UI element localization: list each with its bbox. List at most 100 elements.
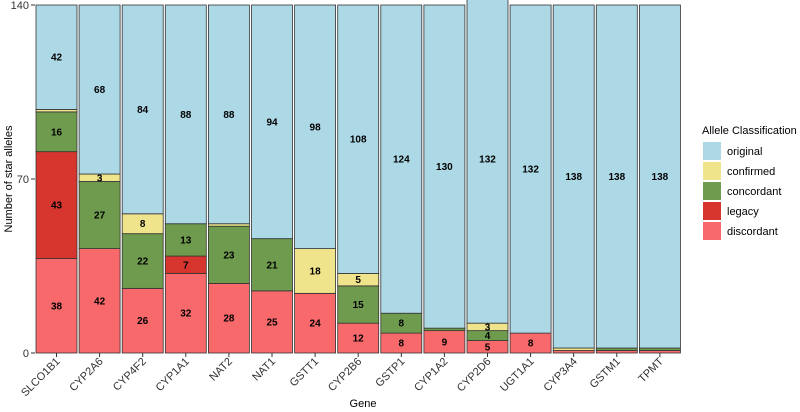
x-tick-label: CYP3A4: [541, 356, 579, 394]
data-label-original: 98: [310, 122, 322, 133]
data-label-original: 132: [522, 165, 539, 176]
x-tick-label: CYP2B6: [326, 356, 364, 394]
data-label-discordant: 5: [485, 342, 491, 353]
x-tick-label: SLCO1B1: [19, 356, 63, 400]
data-label-discordant: 24: [310, 319, 322, 330]
x-tick-label: CYP4F2: [111, 356, 149, 394]
x-axis-title: Gene: [350, 398, 377, 410]
bar-segment-concordant: [251, 238, 293, 292]
data-label-original: 138: [565, 172, 582, 183]
legend-swatch-legacy: [703, 202, 721, 220]
bar-segment-discordant: [121, 287, 164, 354]
bar-segment-discordant: [294, 292, 337, 354]
data-label-discordant: 26: [137, 316, 149, 327]
legend: Allele Classification original confirmed c…: [702, 125, 797, 240]
data-label-concordant: 13: [180, 235, 192, 246]
data-label-concordant: 15: [353, 300, 365, 311]
x-axis: SLCO1B1 CYP2A6 CYP4F2 CYP1A1 NAT2 NAT1 GSTT1 CY…: [19, 353, 666, 399]
data-label-confirmed: 3: [97, 173, 103, 184]
legend-label-legacy: legacy: [727, 206, 759, 218]
data-label-legacy: 43: [51, 201, 63, 212]
y-axis: 0 70 140: [11, 0, 35, 360]
x-tick-label: CYP2A6: [67, 356, 105, 394]
y-tick-label: 0: [23, 348, 29, 360]
data-label-original: 108: [350, 135, 367, 146]
data-label-concordant: 21: [266, 260, 278, 271]
bar-segment-original: [466, 0, 509, 324]
bar-segment-original: [595, 4, 638, 349]
legend-swatch-confirmed: [703, 162, 721, 180]
bar-segment-original: [121, 4, 164, 215]
legend-label-discordant: discordant: [727, 226, 778, 238]
bar-segment-confirmed: [294, 248, 337, 294]
data-label-confirmed: 8: [140, 219, 146, 230]
data-label-discordant: 12: [353, 334, 365, 345]
y-axis-title: Number of star alleles: [3, 125, 15, 232]
bar-segment-discordant: [35, 258, 78, 354]
data-label-original: 130: [436, 162, 453, 173]
legend-swatch-original: [703, 142, 721, 160]
data-label-concordant: 8: [399, 319, 405, 330]
data-label-concordant: 22: [137, 257, 149, 268]
data-label-original: 84: [137, 105, 149, 116]
data-label-concordant: 16: [51, 127, 63, 138]
data-label-confirmed: 5: [355, 275, 361, 286]
bar-segment-original: [35, 4, 78, 110]
data-label-confirmed: 18: [310, 266, 322, 277]
y-tick-label: 140: [11, 0, 29, 12]
bar-segment-discordant: [78, 248, 121, 354]
bar-segment-original: [207, 4, 250, 225]
bar-segment-original: [552, 4, 595, 349]
x-tick-label: GSTT1: [288, 356, 322, 390]
data-label-original: 88: [223, 110, 235, 121]
bar-segment-original: [423, 4, 466, 329]
data-label-concordant: 4: [485, 331, 491, 342]
bar-segment-concordant: [207, 225, 250, 284]
data-label-concordant: 27: [94, 211, 106, 222]
bar-segment-original: [251, 4, 293, 240]
bar-segment-discordant: [207, 282, 250, 354]
data-label-confirmed: 3: [485, 322, 491, 333]
bar-segment-concordant: [35, 111, 78, 153]
x-tick-label: GSTP1: [373, 356, 407, 390]
legend-title: Allele Classification: [702, 125, 797, 137]
data-label-original: 94: [266, 117, 278, 128]
legend-label-original: original: [727, 146, 762, 158]
data-label-discordant: 25: [266, 317, 278, 328]
bar-segment-discordant: [251, 290, 293, 354]
data-label-discordant: 32: [180, 309, 192, 320]
x-tick-label: UGT1A1: [498, 356, 537, 395]
data-label-discordant: 28: [223, 314, 235, 325]
data-label-original: 42: [51, 53, 63, 64]
data-label-discordant: 9: [442, 337, 448, 348]
data-label-concordant: 23: [223, 250, 235, 261]
x-tick-label: NAT1: [250, 356, 278, 384]
x-tick-label: GSTM1: [588, 356, 623, 391]
bar-segment-concordant: [121, 233, 164, 289]
data-label-original: 138: [652, 172, 669, 183]
x-tick-label: TPMT: [636, 355, 666, 385]
x-tick-label: CYP1A1: [154, 356, 192, 394]
x-tick-label: CYP1A2: [412, 356, 450, 394]
bars: [35, 0, 681, 354]
data-label-original: 88: [180, 110, 192, 121]
bar-segment-original: [78, 4, 121, 175]
data-label-discordant: 42: [94, 296, 106, 307]
data-label-discordant: 38: [51, 301, 63, 312]
data-label-original: 138: [608, 172, 625, 183]
bar-segment-original: [509, 4, 552, 334]
segment-labels: 3843164242273682622884327138828238825219…: [51, 53, 669, 354]
bar-segment-concordant: [78, 181, 121, 250]
x-tick-label: NAT2: [207, 356, 235, 384]
bar-segment-original: [380, 4, 423, 314]
bar-segment-concordant: [337, 285, 380, 324]
bar-segment-discordant: [337, 322, 380, 354]
data-label-original: 68: [94, 85, 106, 96]
bar-segment-original: [639, 4, 681, 349]
data-label-discordant: 8: [528, 339, 534, 350]
legend-swatch-discordant: [703, 222, 721, 240]
x-tick-label: CYP2D6: [455, 356, 494, 395]
legend-label-concordant: concordant: [727, 186, 781, 198]
bar-segment-original: [164, 4, 207, 225]
